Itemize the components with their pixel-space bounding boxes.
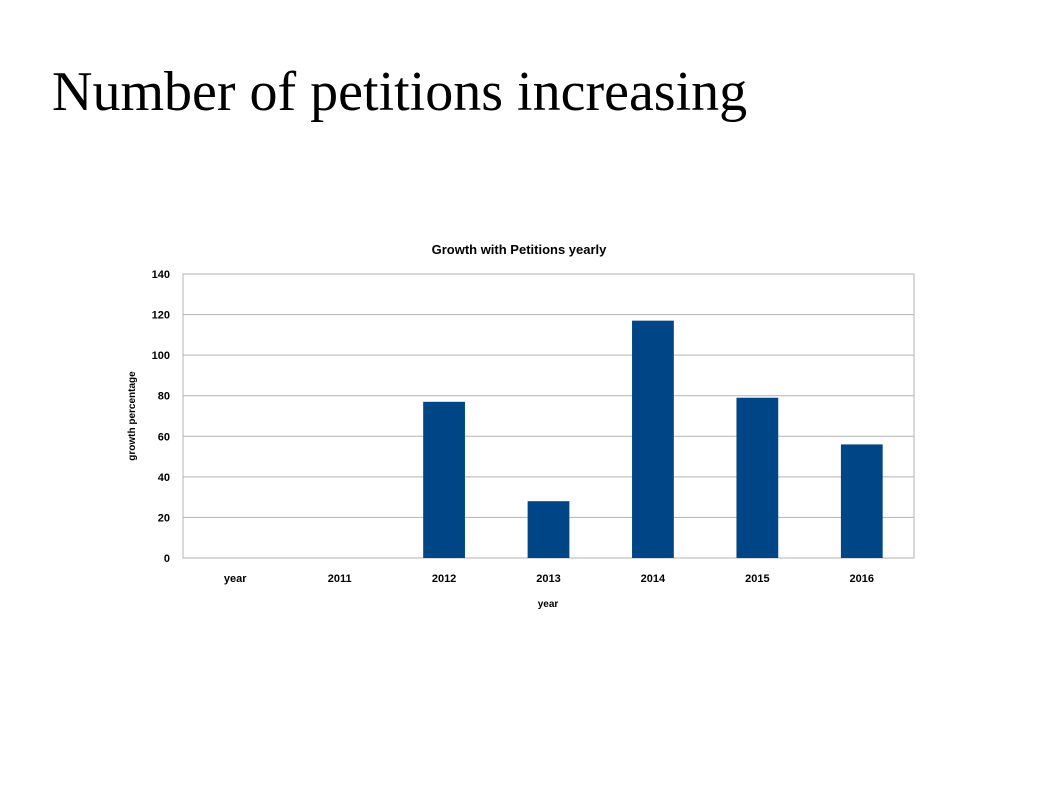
gridlines (183, 314, 914, 518)
y-axis-ticks: 0 20 40 60 80 100 120 140 (152, 269, 170, 565)
x-axis-title: year (538, 599, 559, 610)
x-tick-label: 2014 (641, 573, 666, 585)
y-axis-title: growth percentage (127, 371, 138, 461)
bar-2015 (736, 397, 779, 558)
x-tick-label: 2015 (745, 573, 769, 585)
y-tick-label: 80 (158, 391, 170, 403)
y-tick-label: 20 (158, 512, 170, 524)
y-tick-label: 0 (164, 553, 170, 565)
y-tick-label: 120 (152, 310, 170, 322)
bar-2014 (632, 320, 674, 558)
bar-2016 (840, 444, 883, 558)
bars (423, 320, 883, 558)
x-axis-ticks: year 2011 2012 2013 2014 2015 2016 (224, 573, 874, 585)
x-tick-label: year (224, 573, 247, 585)
bar-2012 (423, 401, 465, 558)
x-tick-label: 2012 (432, 573, 456, 585)
y-tick-label: 40 (158, 472, 170, 484)
x-tick-label: 2016 (850, 573, 874, 585)
x-tick-label: 2013 (536, 573, 560, 585)
x-tick-label: 2011 (328, 573, 352, 585)
bar-2013 (527, 501, 570, 558)
y-tick-label: 60 (158, 431, 170, 443)
y-tick-label: 140 (152, 269, 170, 281)
y-tick-label: 100 (152, 350, 170, 362)
chart-title: Growth with Petitions yearly (432, 242, 608, 257)
slide-title: Number of petitions increasing (52, 61, 748, 123)
